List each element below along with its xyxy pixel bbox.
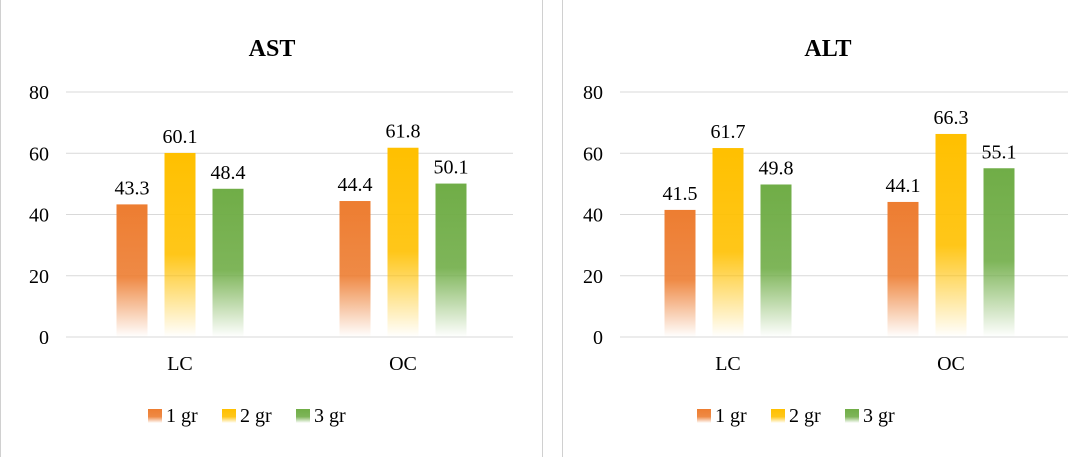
- legend-swatch-1-gr: [148, 409, 162, 423]
- data-label: 50.1: [434, 157, 469, 179]
- y-tick-label: 0: [593, 327, 603, 349]
- y-tick-label: 20: [29, 266, 49, 288]
- bar-2-gr-lc: [712, 148, 744, 337]
- chart-panel-ast: AST 0 20 40 60 80 43.3 60.1 48.4 LC 44.4 61.8 50.1 OC…: [0, 0, 543, 457]
- legend-label: 3 gr: [863, 405, 895, 427]
- data-label: 60.1: [163, 126, 198, 148]
- data-label: 48.4: [211, 162, 246, 184]
- y-tick-label: 40: [583, 205, 603, 227]
- legend-swatch-3-gr: [845, 409, 859, 423]
- ast-chart: AST 0 20 40 60 80 43.3 60.1 48.4 LC 44.4 61.8 50.1 OC…: [29, 36, 513, 427]
- legend-label: 2 gr: [789, 405, 821, 427]
- bar-2-gr-oc: [387, 147, 419, 337]
- bar-1-gr-lc: [116, 204, 148, 337]
- data-label: 61.8: [386, 121, 421, 143]
- legend-label: 1 gr: [715, 405, 747, 427]
- x-category-label: OC: [937, 353, 965, 375]
- bar-1-gr-lc: [664, 209, 696, 337]
- data-label: 49.8: [759, 157, 794, 179]
- legend-swatch-2-gr: [222, 409, 236, 423]
- data-label: 44.4: [338, 174, 373, 196]
- x-category-label: OC: [389, 353, 417, 375]
- data-label: 61.7: [711, 121, 746, 143]
- chart-title: ALT: [804, 36, 851, 62]
- x-category-label: LC: [715, 353, 741, 375]
- legend-label: 3 gr: [314, 405, 346, 427]
- bar-2-gr-oc: [935, 133, 967, 337]
- legend-swatch-2-gr: [771, 409, 785, 423]
- legend-swatch-1-gr: [697, 409, 711, 423]
- y-tick-label: 0: [39, 327, 49, 349]
- bar-3-gr-lc: [760, 184, 792, 337]
- data-label: 44.1: [886, 175, 921, 197]
- bar-3-gr-oc: [435, 183, 467, 337]
- legend-swatch-3-gr: [296, 409, 310, 423]
- chart-panel-alt: ALT 0 20 40 60 80 41.5 61.7 49.8 LC 44.1 66.3 55.1 OC…: [562, 0, 1088, 457]
- data-label: 55.1: [982, 141, 1017, 163]
- data-label: 43.3: [115, 177, 150, 199]
- data-label: 41.5: [663, 183, 698, 205]
- bar-1-gr-oc: [887, 201, 919, 337]
- data-label: 66.3: [934, 107, 969, 129]
- bar-3-gr-oc: [983, 168, 1015, 337]
- chart-title: AST: [249, 36, 296, 62]
- y-tick-label: 20: [583, 266, 603, 288]
- y-tick-label: 80: [29, 82, 49, 104]
- legend-label: 1 gr: [166, 405, 198, 427]
- bar-2-gr-lc: [164, 152, 196, 337]
- legend-label: 2 gr: [240, 405, 272, 427]
- bar-1-gr-oc: [339, 201, 371, 337]
- y-tick-label: 60: [29, 143, 49, 165]
- bar-3-gr-lc: [212, 188, 244, 337]
- alt-chart: ALT 0 20 40 60 80 41.5 61.7 49.8 LC 44.1 66.3 55.1 OC…: [583, 36, 1068, 427]
- y-tick-label: 80: [583, 82, 603, 104]
- y-tick-label: 60: [583, 143, 603, 165]
- x-category-label: LC: [167, 353, 193, 375]
- y-tick-label: 40: [29, 205, 49, 227]
